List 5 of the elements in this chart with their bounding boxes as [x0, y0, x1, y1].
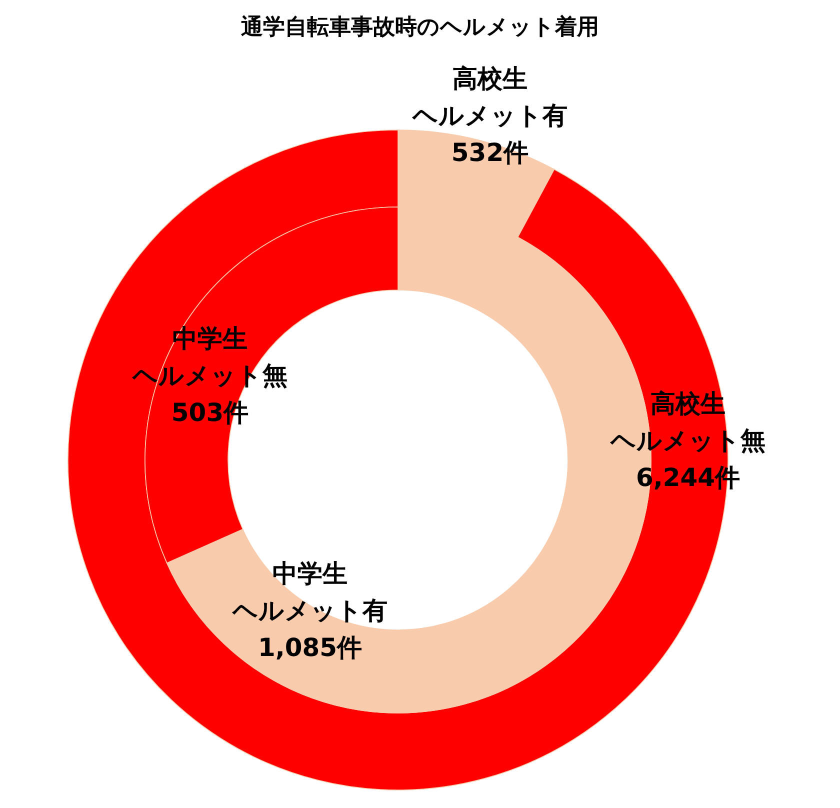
slice-label: 高校生ヘルメット有 — [412, 64, 568, 130]
data-label: 532件 — [451, 138, 529, 167]
data-label: 1,085件 — [258, 633, 362, 662]
slice-label: 中学生ヘルメット有 — [232, 559, 388, 625]
chart-title: 通学自転車事故時のヘルメット着用 — [240, 14, 599, 40]
